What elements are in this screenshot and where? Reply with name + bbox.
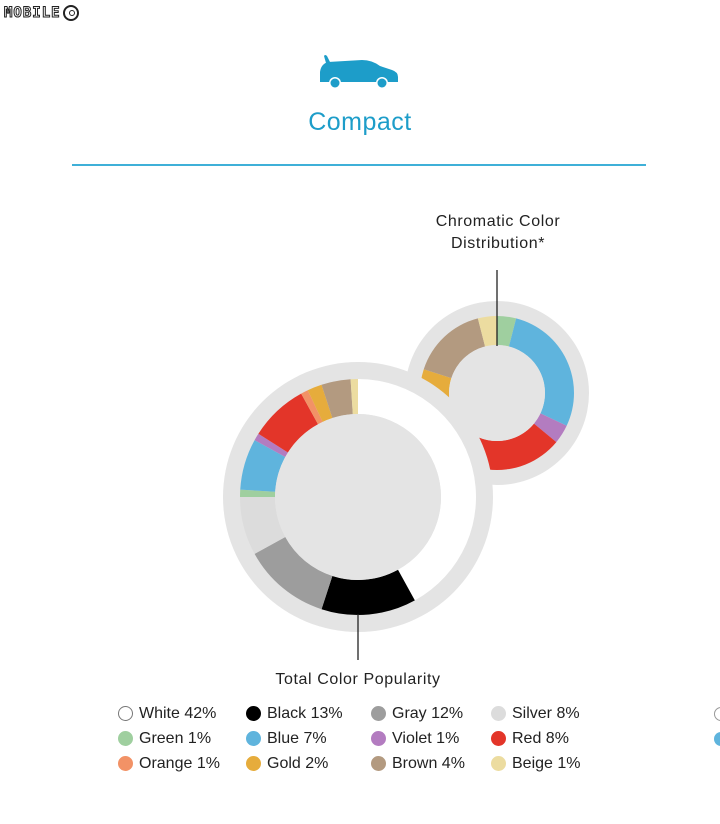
watermark-logo: MOBILE <box>4 2 79 24</box>
legend-item-white: White 42% <box>118 704 246 723</box>
legend-item-beige: Beige 1% <box>491 754 611 773</box>
legend-swatch-red <box>491 731 506 746</box>
legend-item-black: Black 13% <box>246 704 371 723</box>
legend-swatch-green <box>118 731 133 746</box>
legend-item-orange: Orange 1% <box>118 754 246 773</box>
legend-item-blue: Blue 7% <box>246 729 371 748</box>
legend-label-green: Green 1% <box>139 729 212 747</box>
legend-item-silver: Silver 8% <box>491 704 611 723</box>
legend-swatch-gold <box>246 756 261 771</box>
legend-label-black: Black 13% <box>267 704 343 722</box>
legend-label-gold: Gold 2% <box>267 754 329 772</box>
legend-label-brown: Brown 4% <box>392 754 465 772</box>
chromatic-label-line-2: Distribution* <box>450 235 546 252</box>
total-popularity-label: Total Color Popularity <box>275 671 441 688</box>
legend-swatch-orange <box>118 756 133 771</box>
total-slice-black <box>321 569 415 616</box>
chromatic-slice-blue <box>508 318 574 426</box>
chromatic-distribution-label: Chromatic Color Distribution* <box>400 211 596 255</box>
total-slice-blue <box>240 440 286 492</box>
offscreen-legend-swatch <box>714 732 720 746</box>
legend-item-red: Red 8% <box>491 729 611 748</box>
chromatic-donut-center <box>449 345 545 441</box>
legend-item-violet: Violet 1% <box>371 729 491 748</box>
chromatic-slice-brown <box>423 318 486 379</box>
total-slice-violet <box>254 433 288 458</box>
watermark-mark-icon <box>62 5 79 21</box>
total-slice-brown <box>321 379 353 419</box>
legend-swatch-silver <box>491 706 506 721</box>
legend-swatch-gray <box>371 706 386 721</box>
page-title: Compact <box>308 108 412 136</box>
total-slice-green <box>240 489 276 497</box>
chromatic-slice-beige <box>477 316 497 347</box>
legend-item-green: Green 1% <box>118 729 246 748</box>
legend-label-red: Red 8% <box>512 729 569 747</box>
legend-label-orange: Orange 1% <box>139 754 220 772</box>
legend-label-silver: Silver 8% <box>512 704 580 722</box>
legend-swatch-black <box>246 706 261 721</box>
total-donut-slices <box>240 379 476 616</box>
legend-label-gray: Gray 12% <box>392 704 464 722</box>
legend-swatch-beige <box>491 756 506 771</box>
legend-label-blue: Blue 7% <box>267 729 327 747</box>
chromatic-slice-violet <box>533 413 567 443</box>
legend: White 42% Black 13% Gray 12% Silver 8% Green… <box>118 704 618 773</box>
legend-label-white: White 42% <box>139 704 217 722</box>
legend-label-beige: Beige 1% <box>512 754 581 772</box>
total-slice-orange <box>301 390 323 425</box>
total-slice-red <box>258 393 319 453</box>
chromatic-slice-green <box>497 316 517 347</box>
legend-swatch-brown <box>371 756 386 771</box>
watermark-text: MOBILE <box>4 5 61 22</box>
legend-swatch-blue <box>246 731 261 746</box>
title-divider <box>72 164 646 166</box>
legend-item-brown: Brown 4% <box>371 754 491 773</box>
legend-swatch-violet <box>371 731 386 746</box>
legend-swatch-white <box>118 706 133 721</box>
total-slice-white <box>358 379 476 601</box>
legend-label-violet: Violet 1% <box>392 729 460 747</box>
total-slice-gold <box>307 384 333 422</box>
total-slice-beige <box>350 379 358 415</box>
total-slice-silver <box>240 497 286 554</box>
total-donut-center <box>275 414 441 580</box>
legend-item-gray: Gray 12% <box>371 704 491 723</box>
total-slice-gray <box>254 536 333 610</box>
compact-car-icon <box>320 55 398 89</box>
chromatic-label-line-1: Chromatic Color <box>435 213 561 230</box>
legend-item-gold: Gold 2% <box>246 754 371 773</box>
